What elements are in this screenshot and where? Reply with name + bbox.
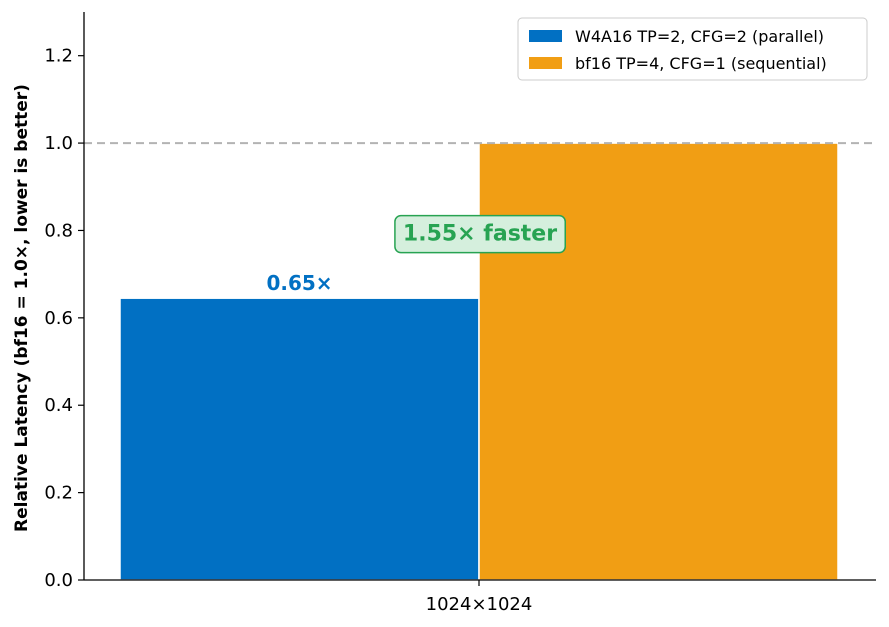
legend-swatch-2: [529, 57, 562, 69]
labels-layer: 0.65× 1.55× faster: [266, 214, 566, 295]
bar-2: [478, 142, 839, 581]
annotation-box: [394, 214, 566, 254]
y-tick-label: 1.2: [44, 46, 73, 67]
legend: W4A16 TP=2, CFG=2 (parallel) bf16 TP=4, C…: [517, 17, 868, 81]
data-label-1: 0.65×: [266, 271, 332, 295]
y-tick-label: 0.4: [44, 395, 73, 416]
legend-swatch-1: [529, 30, 562, 42]
bars-layer: [119, 142, 839, 581]
annotation-text: 1.55× faster: [403, 222, 557, 247]
y-tick-label: 0.8: [44, 220, 73, 241]
y-tick-label: 0.0: [44, 570, 73, 591]
bar-1: [119, 297, 480, 581]
y-axis-label: Relative Latency (bf16 = 1.0×, lower is …: [12, 84, 32, 532]
axes-layer: 0.0 0.2 0.4 0.6 0.8 1.0 1.2 1024×1024 Relative L…: [12, 12, 876, 615]
y-tick-label: 1.0: [44, 133, 73, 154]
legend-label-2: bf16 TP=4, CFG=1 (sequential): [575, 54, 827, 73]
y-tick-label: 0.6: [44, 308, 73, 329]
legend-frame: [517, 17, 868, 81]
x-tick-label: 1024×1024: [426, 594, 533, 615]
legend-label-1: W4A16 TP=2, CFG=2 (parallel): [575, 27, 824, 46]
y-tick-label: 0.2: [44, 483, 73, 504]
